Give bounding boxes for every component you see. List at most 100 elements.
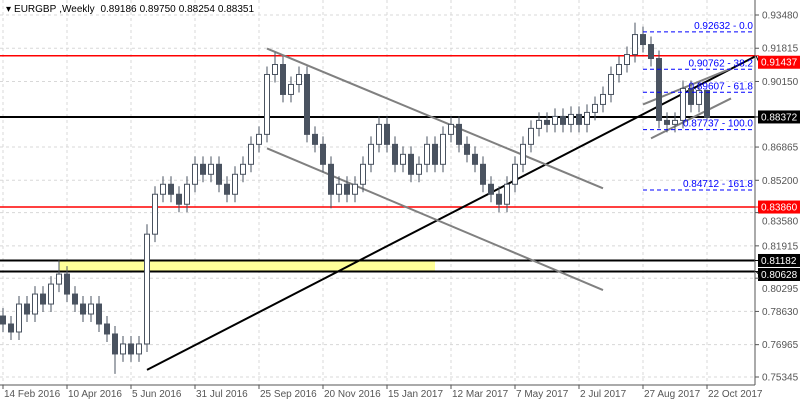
- trendline: [650, 97, 732, 140]
- candle: [344, 176, 350, 203]
- candle-body: [608, 73, 614, 95]
- candle: [56, 260, 62, 293]
- candle-body: [168, 183, 174, 195]
- candle-body: [96, 303, 102, 325]
- candle: [296, 66, 302, 93]
- candle: [456, 116, 462, 153]
- candle-body: [192, 163, 198, 185]
- candle: [424, 136, 430, 173]
- candle-body: [592, 103, 598, 113]
- candle: [544, 112, 550, 133]
- candle-body: [200, 163, 206, 175]
- price-level-badge-label: 0.81182: [761, 256, 797, 267]
- candle-body: [360, 163, 366, 185]
- candle: [256, 126, 262, 153]
- candle-body: [160, 183, 166, 195]
- candle: [672, 112, 678, 133]
- candle-body: [520, 143, 526, 165]
- candle-body: [256, 133, 262, 145]
- candle-body: [80, 303, 86, 315]
- price-level-badge: [758, 253, 800, 267]
- candle: [528, 120, 534, 153]
- candle: [304, 66, 310, 143]
- candle: [504, 176, 510, 213]
- candle: [448, 116, 454, 143]
- candle-body: [208, 163, 214, 175]
- candle-body: [472, 153, 478, 165]
- candle-body: [704, 89, 710, 118]
- candle-body: [576, 113, 582, 125]
- high-readout: 0.89750: [139, 4, 176, 15]
- candle-body: [16, 303, 22, 333]
- candle-body: [648, 44, 654, 60]
- fib-level-label: 0.84712 - 161.8: [683, 179, 753, 190]
- candle-body: [528, 127, 534, 145]
- candle-body: [312, 133, 318, 145]
- candle: [336, 176, 342, 203]
- candle: [536, 112, 542, 137]
- timeframe: Weekly: [62, 4, 95, 15]
- candle-body: [640, 34, 646, 46]
- candle-body: [240, 163, 246, 175]
- candle-body: [304, 73, 310, 135]
- candle: [264, 66, 270, 143]
- time-tick-label: 20 Nov 2016: [324, 389, 381, 400]
- candle: [104, 316, 110, 342]
- price-level-badge: [758, 267, 800, 281]
- candle-body: [512, 163, 518, 185]
- candle-body: [440, 133, 446, 165]
- candle: [584, 104, 590, 133]
- candle-body: [264, 73, 270, 135]
- candle-body: [552, 115, 558, 125]
- candle: [240, 156, 246, 183]
- candle: [192, 156, 198, 193]
- price-tick-label: 0.91815: [762, 44, 799, 55]
- candle: [408, 146, 414, 183]
- candle: [512, 156, 518, 193]
- candle-body: [8, 323, 14, 333]
- candle-body: [144, 233, 150, 345]
- time-tick-label: 27 Aug 2017: [644, 389, 701, 400]
- candle: [360, 156, 366, 193]
- candle-body: [224, 183, 230, 195]
- candle: [40, 286, 46, 313]
- candle: [472, 146, 478, 173]
- candle: [664, 112, 670, 133]
- candle-body: [120, 343, 126, 355]
- candle-body: [560, 115, 566, 125]
- close-readout: 0.88351: [217, 4, 255, 15]
- price-tick-label: 0.86865: [762, 143, 799, 154]
- price-level-badge: [758, 55, 800, 69]
- price-level-badge-label: 0.83860: [761, 203, 798, 214]
- candle-body: [104, 323, 110, 335]
- candle: [96, 296, 102, 332]
- fib-level-label: 0.90762 - 38.2: [689, 58, 754, 69]
- time-tick-label: 2 Jul 2017: [580, 389, 627, 400]
- candle: [280, 56, 286, 103]
- candle: [112, 325, 118, 374]
- candle-body: [664, 119, 670, 125]
- candle: [552, 108, 558, 133]
- candle: [440, 126, 446, 173]
- collapse-triangle-icon[interactable]: ▾: [6, 4, 12, 15]
- candle: [704, 89, 710, 120]
- candle-body: [152, 193, 158, 235]
- candle-body: [376, 123, 382, 145]
- price-tick-label: 0.83580: [762, 217, 799, 228]
- candle-body: [632, 34, 638, 56]
- price-level-badge: [758, 200, 800, 214]
- candle: [136, 335, 142, 362]
- price-tick-label: 0.80295: [762, 284, 799, 295]
- time-tick-label: 31 Jul 2016: [196, 389, 248, 400]
- candle: [208, 156, 214, 183]
- chart-title: ▾ EURGBP ,Weekly 0.89186 0.89750 0.88254 0.88…: [6, 4, 255, 15]
- candle: [0, 308, 6, 332]
- candle-body: [432, 143, 438, 165]
- candle-body: [280, 64, 286, 95]
- candle: [160, 176, 166, 203]
- candle-body: [688, 87, 694, 105]
- price-tick-label: 0.90150: [762, 77, 799, 88]
- candle-body: [504, 183, 510, 205]
- candle-body: [88, 303, 94, 315]
